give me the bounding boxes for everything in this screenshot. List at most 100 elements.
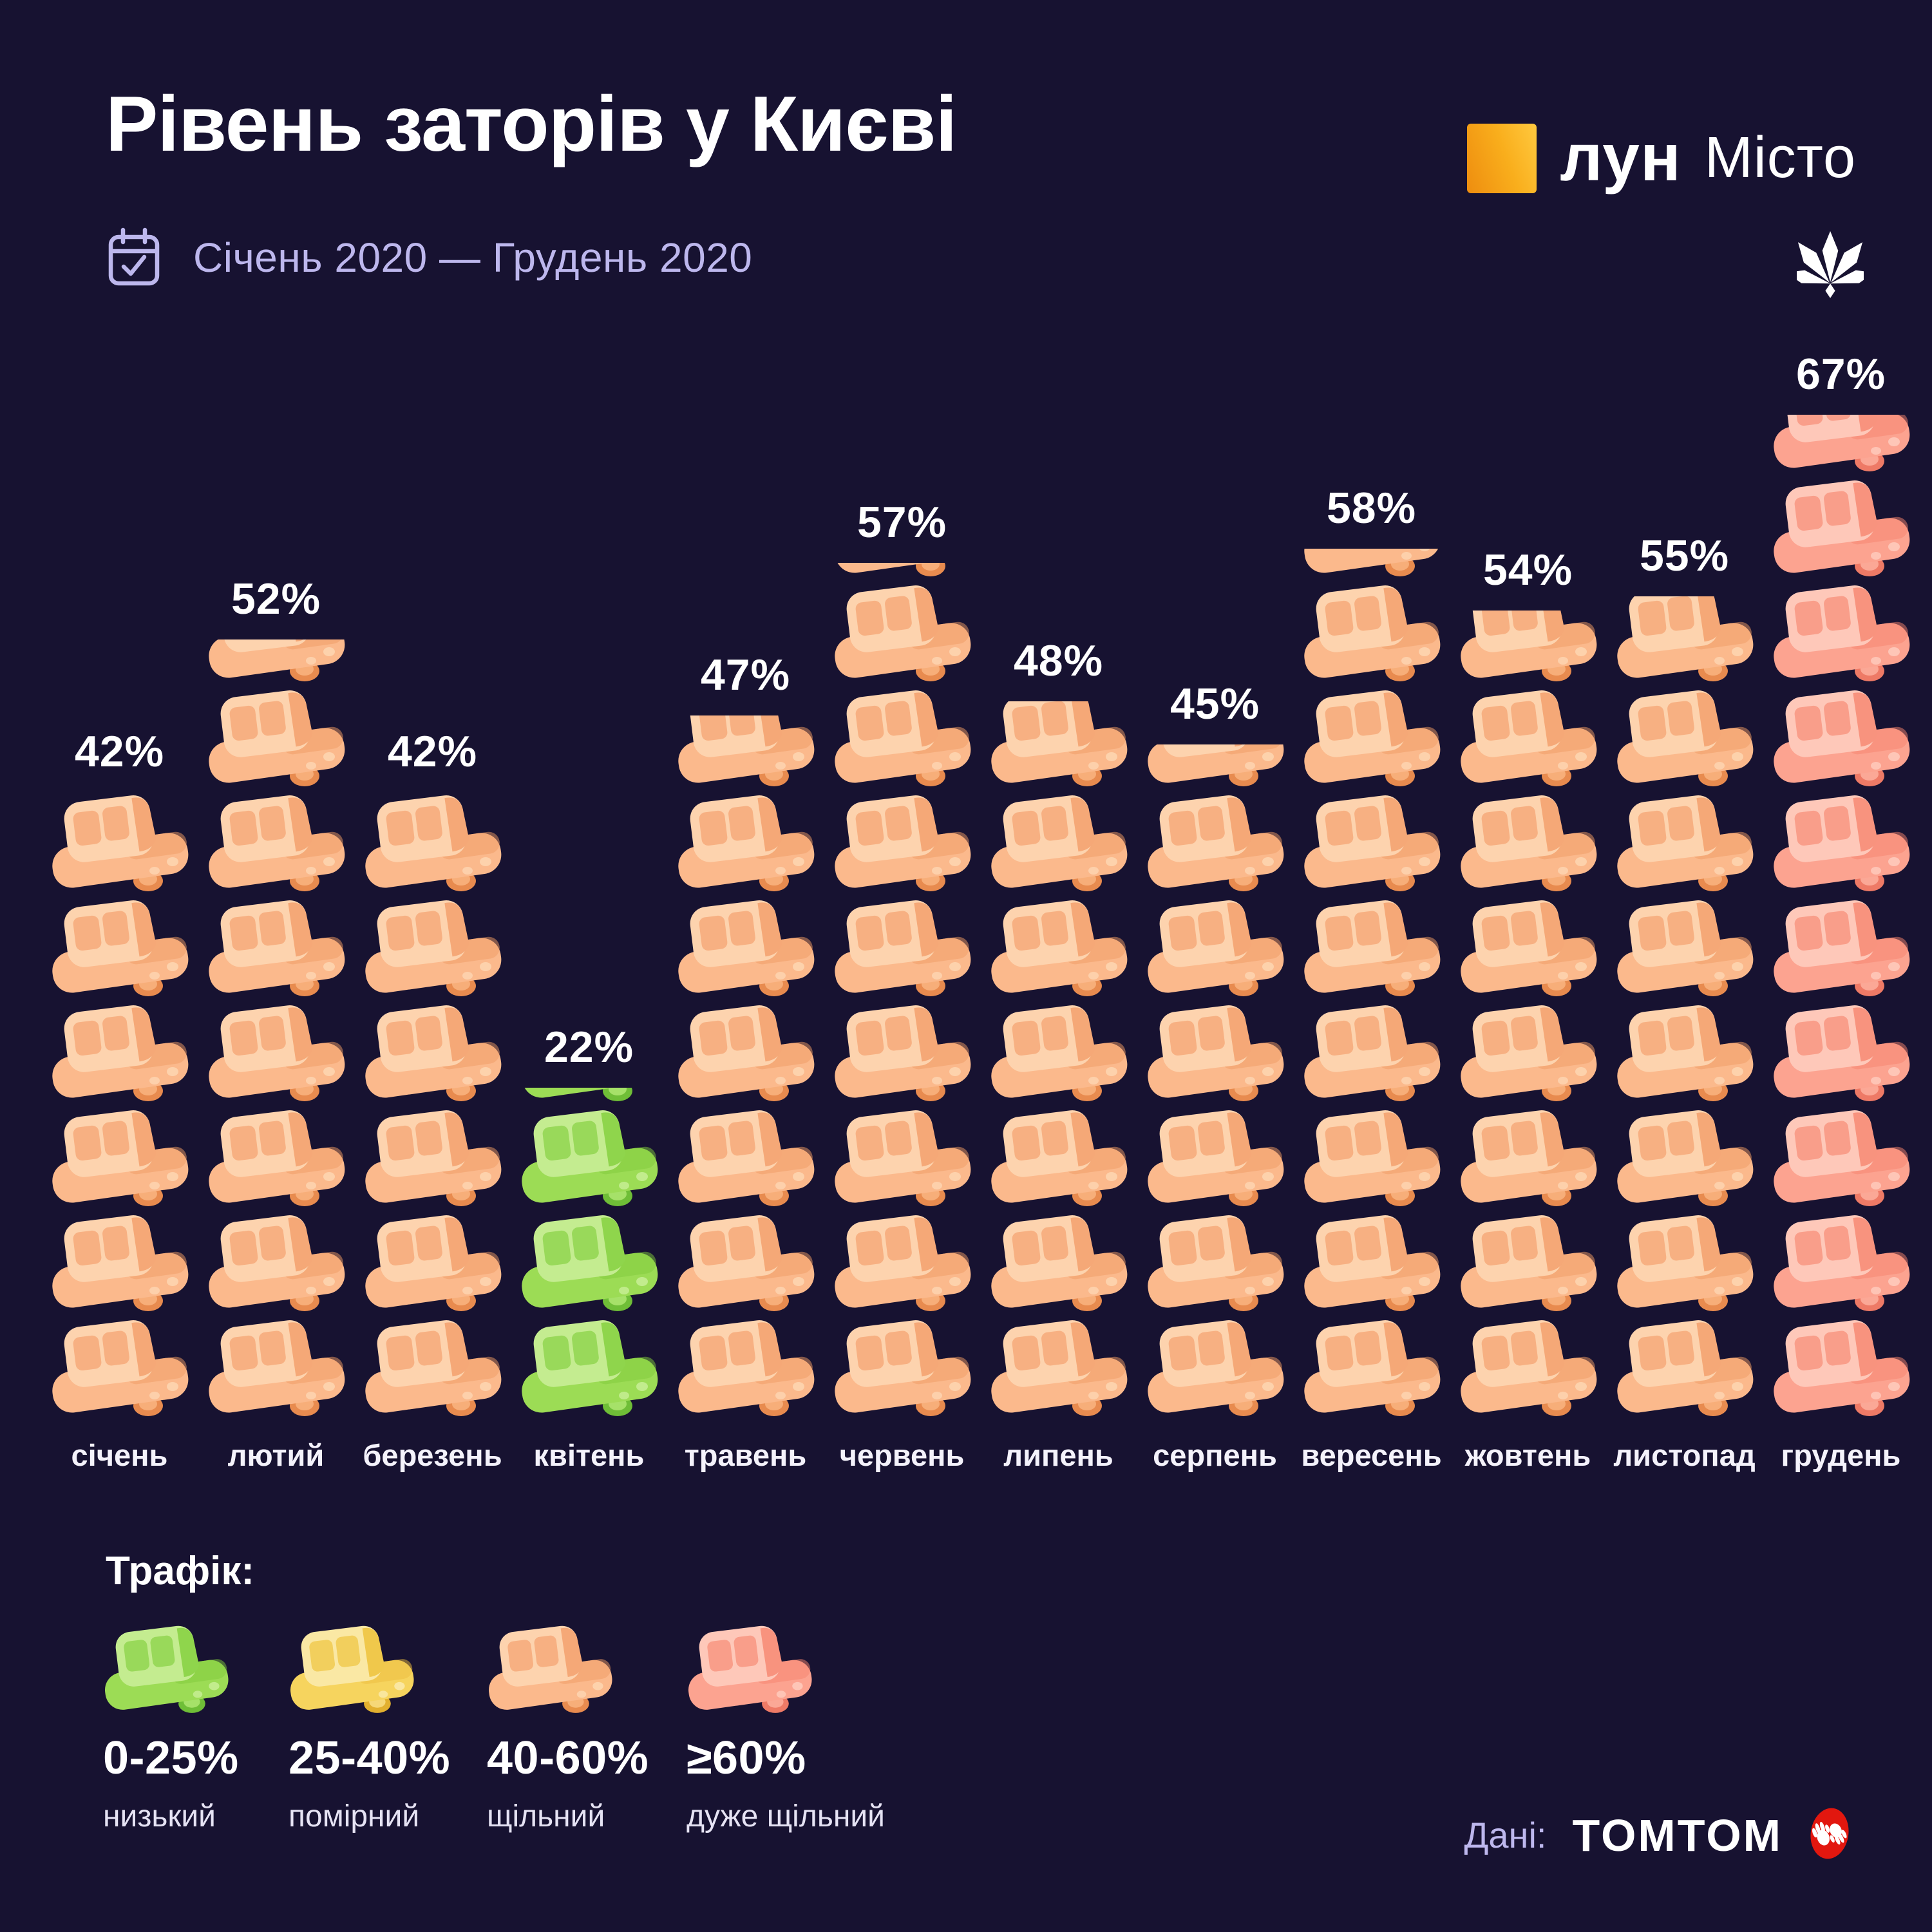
- car-icon: [832, 1003, 972, 1101]
- car-icon: [519, 1318, 659, 1416]
- car-icon: [1771, 898, 1911, 996]
- car-icon: [1302, 1003, 1441, 1101]
- car-icon: [1458, 1318, 1598, 1416]
- car-icon: [50, 1003, 189, 1101]
- car-icon: [1771, 688, 1911, 786]
- car-icon: [1615, 688, 1754, 786]
- car-icon: [1615, 1003, 1754, 1101]
- month-label: липень: [1003, 1438, 1113, 1472]
- value-label: 22%: [544, 1023, 634, 1072]
- legend-level-label: дуже щільний: [687, 1799, 885, 1833]
- column-4: 22%: [511, 1022, 667, 1417]
- car-icon: [1771, 1003, 1911, 1101]
- legend-heading: Трафік:: [106, 1549, 255, 1593]
- brand-name: лун: [1560, 120, 1681, 195]
- period-label: Січень 2020 — Грудень 2020: [193, 234, 753, 281]
- car-icon: [1145, 898, 1285, 996]
- period-row: Січень 2020 — Грудень 2020: [106, 227, 752, 289]
- partial-car-icon: [1458, 611, 1598, 682]
- car-icon: [832, 1213, 972, 1311]
- car-icon: [519, 1213, 659, 1311]
- value-label: 48%: [1013, 636, 1104, 685]
- value-label: 45%: [1170, 679, 1260, 728]
- month-label: вересень: [1301, 1438, 1442, 1472]
- car-icon: [1145, 1003, 1285, 1101]
- car-icon: [519, 1088, 659, 1101]
- car-icon: [1771, 478, 1911, 576]
- brand-logo: лун Місто: [1467, 120, 1856, 196]
- car-icon: [206, 639, 346, 681]
- column-5: 47%: [667, 650, 824, 1417]
- calendar-check-icon: [106, 227, 162, 289]
- partial-car-icon: [1615, 596, 1754, 682]
- legend-level-label: низький: [103, 1799, 216, 1833]
- car-icon: [989, 898, 1128, 996]
- brand-suffix: Місто: [1704, 126, 1856, 190]
- car-icon: [989, 701, 1128, 786]
- legend-item-dense: 40-60% щільний: [487, 1623, 757, 1834]
- car-icon: [1145, 1213, 1285, 1311]
- legend-range: 40-60%: [487, 1732, 649, 1784]
- car-icon: [1615, 793, 1754, 891]
- car-icon: [1615, 1318, 1754, 1416]
- value-label: 52%: [231, 574, 321, 623]
- partial-car-icon: [989, 701, 1128, 787]
- car-icon: [289, 1624, 415, 1713]
- car-icon: [1145, 1108, 1285, 1206]
- car-icon: [832, 1108, 972, 1206]
- car-icon: [1771, 1318, 1911, 1416]
- month-label: листопад: [1613, 1438, 1756, 1472]
- car-icon: [206, 688, 346, 786]
- car-icon: [832, 898, 972, 996]
- car-icon: [1302, 1213, 1441, 1311]
- month-label: грудень: [1781, 1438, 1901, 1472]
- car-icon: [50, 1318, 189, 1416]
- car-icon: [676, 715, 815, 786]
- car-icon: [989, 1318, 1128, 1416]
- car-icon: [206, 1213, 346, 1311]
- car-icon: [676, 793, 815, 891]
- car-icon: [1771, 415, 1911, 471]
- car-icon: [1458, 1003, 1598, 1101]
- car-icon: [50, 1213, 189, 1311]
- car-icon: [363, 1213, 502, 1311]
- car-icon: [676, 1108, 815, 1206]
- column-11: 55%: [1606, 531, 1763, 1417]
- car-icon: [1458, 1108, 1598, 1206]
- month-label: травень: [684, 1438, 807, 1472]
- brand-square-icon: [1467, 123, 1537, 193]
- partial-car-icon: [832, 563, 972, 577]
- car-icon: [989, 1003, 1128, 1101]
- car-icon: [687, 1624, 813, 1713]
- car-icon: [1302, 549, 1441, 576]
- car-icon: [1302, 793, 1441, 891]
- car-icon: [363, 793, 502, 891]
- value-label: 47%: [700, 650, 791, 699]
- column-7: 48%: [980, 636, 1137, 1417]
- car-icon: [206, 1003, 346, 1101]
- tomtom-hands-icon: [1808, 1805, 1851, 1865]
- value-label: 58%: [1326, 484, 1417, 533]
- month-label: лютий: [227, 1438, 325, 1472]
- column-1: 42%: [41, 726, 198, 1417]
- car-icon: [989, 1108, 1128, 1206]
- month-label: березень: [363, 1438, 502, 1472]
- car-icon: [363, 1318, 502, 1416]
- car-icon: [1145, 793, 1285, 891]
- car-icon: [832, 688, 972, 786]
- month-label: серпень: [1153, 1438, 1277, 1472]
- partial-car-icon: [206, 639, 346, 682]
- partial-car-icon: [1302, 549, 1441, 577]
- column-9: 58%: [1293, 483, 1450, 1417]
- car-icon: [1302, 688, 1441, 786]
- partial-car-icon: [1145, 744, 1285, 787]
- source-label: Дані:: [1464, 1815, 1547, 1855]
- column-2: 52%: [198, 574, 354, 1417]
- car-icon: [1771, 1108, 1911, 1206]
- column-12: 67%: [1763, 349, 1919, 1417]
- value-label: 55%: [1639, 531, 1730, 580]
- legend-level-label: щільний: [487, 1799, 605, 1833]
- car-icon: [206, 1318, 346, 1416]
